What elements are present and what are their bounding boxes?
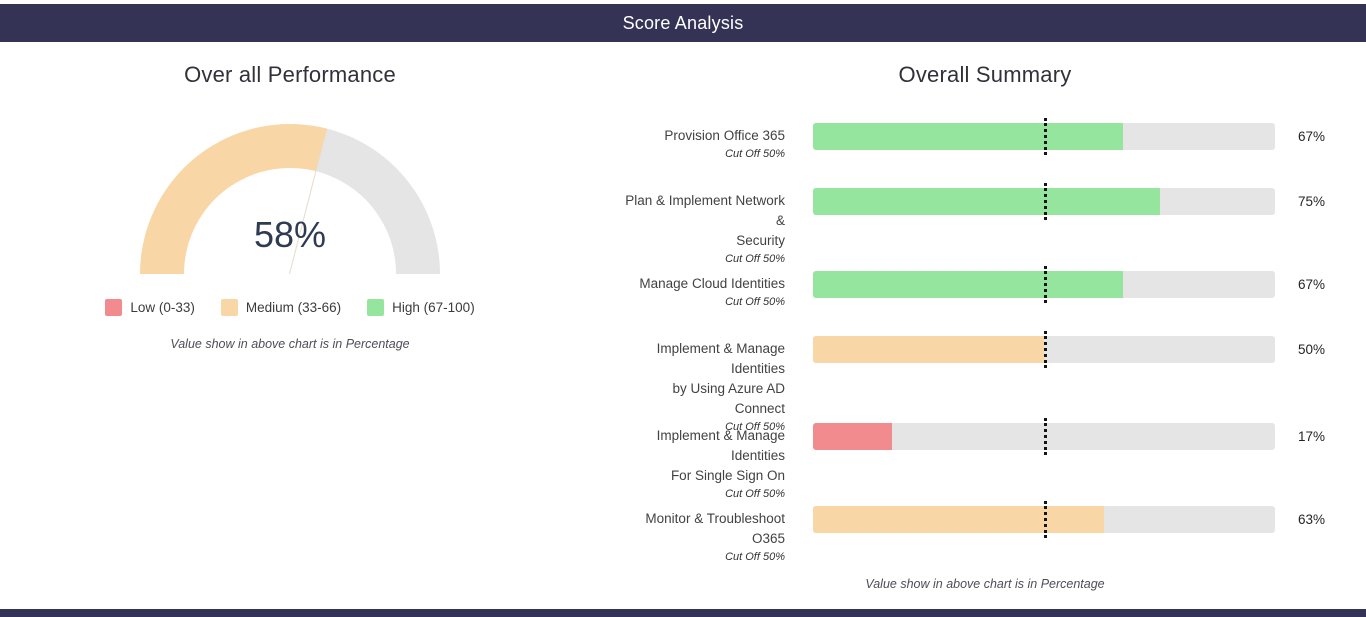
bar-row-label: Implement & Manage Identities For Single… <box>620 423 785 501</box>
category-label: Plan & Implement Network & <box>625 193 785 228</box>
bar-row-monitor-troubleshoot-o365: Monitor & Troubleshoot O365 Cut Off 50% … <box>620 501 1350 563</box>
bar-fill <box>813 423 892 450</box>
bar-value: 63% <box>1298 512 1326 527</box>
bar-row-label: Provision Office 365 Cut Off 50% <box>620 123 785 161</box>
category-label: Implement & Manage Identities <box>656 428 785 463</box>
bar-row-azure-ad-connect: Implement & Manage Identities by Using A… <box>620 331 1350 433</box>
bar-row-manage-cloud-identities: Manage Cloud Identities Cut Off 50% 67% <box>620 266 1350 308</box>
category-label: Manage Cloud Identities <box>639 276 785 291</box>
cutoff-label: Cut Off 50% <box>725 488 785 500</box>
bar-track[interactable] <box>813 501 1275 538</box>
bar-value: 67% <box>1298 277 1326 292</box>
bar-row-plan-implement-network-security: Plan & Implement Network & Security Cut … <box>620 183 1350 265</box>
cutoff-line <box>1044 183 1047 220</box>
legend-swatch-high <box>367 299 385 316</box>
bar-fill <box>813 271 1123 298</box>
bar-row-label: Implement & Manage Identities by Using A… <box>620 336 785 434</box>
overall-summary-panel: Overall Summary Provision Office 365 Cut… <box>620 42 1350 591</box>
bar-track[interactable] <box>813 118 1275 155</box>
bar-row-label: Manage Cloud Identities Cut Off 50% <box>620 271 785 309</box>
cutoff-line <box>1044 331 1047 368</box>
bar-track[interactable] <box>813 418 1275 455</box>
cutoff-label: Cut Off 50% <box>725 253 785 265</box>
bar-track[interactable] <box>813 266 1275 303</box>
gauge-legend: Low (0-33) Medium (33-66) High (67-100) <box>10 299 570 316</box>
summary-title: Overall Summary <box>898 62 1072 87</box>
legend-label: Low (0-33) <box>130 300 195 315</box>
legend-item-medium[interactable]: Medium (33-66) <box>220 299 342 316</box>
page-footer <box>0 609 1366 617</box>
category-label: Monitor & Troubleshoot O365 <box>645 511 785 546</box>
bar-fill <box>813 336 1044 363</box>
gauge-chart[interactable]: 58% <box>140 124 440 275</box>
bar-track[interactable] <box>813 183 1275 220</box>
gauge-title: Over all Performance <box>184 62 396 87</box>
bar-row-provision-office-365: Provision Office 365 Cut Off 50% 67% <box>620 118 1350 160</box>
summary-bars: Provision Office 365 Cut Off 50% 67% Pla… <box>620 118 1350 563</box>
legend-label: Medium (33-66) <box>245 300 342 315</box>
bar-row-label: Monitor & Troubleshoot O365 Cut Off 50% <box>620 506 785 564</box>
category-label: For Single Sign On <box>670 468 785 483</box>
bar-fill <box>813 188 1160 215</box>
category-label: by Using Azure AD Connect <box>672 381 785 416</box>
gauge-value: 58% <box>253 214 327 255</box>
cutoff-label: Cut Off 50% <box>725 148 785 160</box>
bar-row-single-sign-on: Implement & Manage Identities For Single… <box>620 418 1350 500</box>
gauge-note: Value show in above chart is in Percenta… <box>170 337 410 351</box>
bar-value: 50% <box>1298 342 1326 357</box>
cutoff-line <box>1044 501 1047 538</box>
category-label: Security <box>736 233 785 248</box>
cutoff-label: Cut Off 50% <box>725 551 785 563</box>
bar-fill <box>813 123 1123 150</box>
overall-performance-panel: Over all Performance 58% Low (0-33) Medi… <box>10 42 570 351</box>
legend-item-low[interactable]: Low (0-33) <box>105 299 195 316</box>
bar-row-label: Plan & Implement Network & Security Cut … <box>620 188 785 266</box>
bar-value: 75% <box>1298 194 1326 209</box>
legend-swatch-medium <box>220 299 238 316</box>
bar-value: 67% <box>1298 129 1326 144</box>
bar-track[interactable] <box>813 331 1275 368</box>
bar-fill <box>813 506 1105 533</box>
legend-swatch-low <box>105 299 123 316</box>
category-label: Implement & Manage Identities <box>656 341 785 376</box>
summary-note: Value show in above chart is in Percenta… <box>865 577 1105 591</box>
cutoff-line <box>1044 266 1047 303</box>
cutoff-line <box>1044 118 1047 155</box>
legend-label: High (67-100) <box>392 300 475 315</box>
bar-value: 17% <box>1298 429 1326 444</box>
page-header: Score Analysis <box>0 4 1366 42</box>
cutoff-line <box>1044 418 1047 455</box>
cutoff-label: Cut Off 50% <box>725 296 785 308</box>
category-label: Provision Office 365 <box>664 128 785 143</box>
page-title: Score Analysis <box>622 12 744 33</box>
legend-item-high[interactable]: High (67-100) <box>367 299 475 316</box>
cutoff-label: Cut Off 50% <box>725 421 785 433</box>
